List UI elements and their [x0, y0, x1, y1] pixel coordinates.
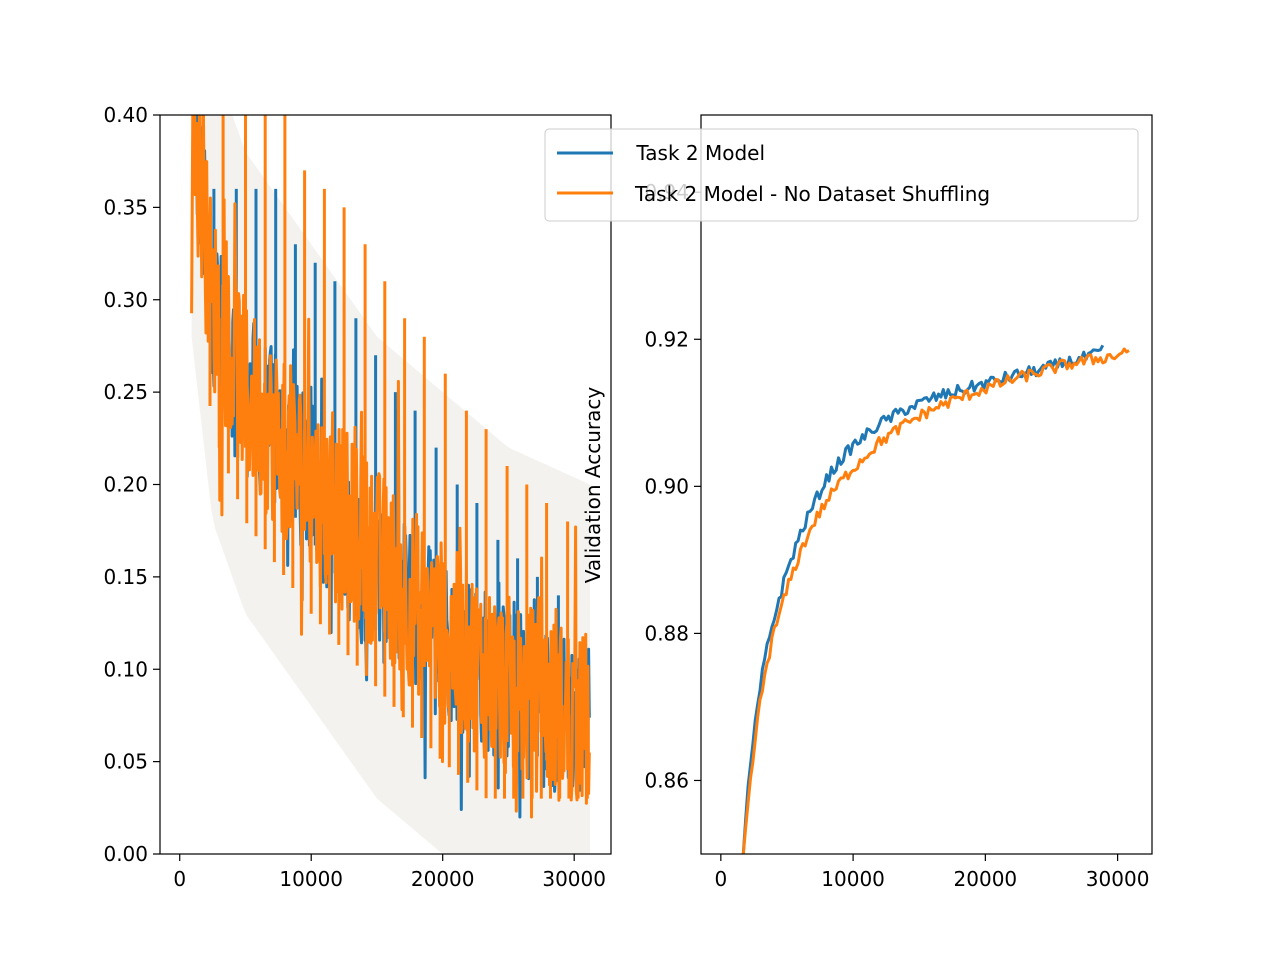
y-tick-label: 0.25	[103, 380, 148, 404]
right-y-axis-label: Validation Accuracy	[581, 387, 605, 584]
val-line-task2	[741, 344, 1105, 854]
series-dips-no-shuffle	[208, 276, 589, 799]
y-tick-label: 0.15	[103, 565, 148, 589]
x-tick-label: 20000	[411, 867, 475, 891]
y-tick-label: 0.05	[103, 750, 148, 774]
x-tick-label: 0	[714, 867, 727, 891]
validation-accuracy-lines	[741, 344, 1130, 854]
right-axes-frame	[700, 114, 1153, 855]
right-x-ticks: 0 10000 20000 30000	[714, 854, 1149, 891]
series-line-no-shuffle	[190, 115, 591, 819]
y-tick-label: 0.88	[644, 621, 689, 645]
y-tick-label: 0.10	[103, 657, 148, 681]
y-tick-label: 0.90	[644, 474, 689, 498]
training-loss-lines	[190, 115, 591, 819]
y-tick-label: 0.00	[103, 842, 148, 866]
y-tick-label: 0.86	[644, 768, 689, 792]
y-tick-label: 0.92	[644, 327, 689, 351]
y-tick-label: 0.35	[103, 195, 148, 219]
x-tick-label: 30000	[1086, 867, 1150, 891]
legend-label-task2: Task 2 Model	[630, 141, 765, 165]
left-x-ticks: 0 10000 20000 30000	[173, 854, 606, 891]
x-tick-label: 20000	[954, 867, 1018, 891]
legend-label-no-shuffle: Task 2 Model - No Dataset Shuffling	[634, 182, 990, 206]
legend-box	[544, 128, 1139, 222]
y-tick-label: 0.40	[103, 103, 148, 127]
x-tick-label: 30000	[542, 867, 606, 891]
y-tick-label: 0.30	[103, 288, 148, 312]
left-y-ticks: 0.00 0.05 0.10 0.15 0.20 0.25 0.30 0.35 0.40	[103, 103, 160, 866]
x-tick-label: 10000	[821, 867, 885, 891]
x-tick-label: 0	[173, 867, 186, 891]
training-loss-panel: 0 10000 20000 30000 0.00 0.05 0.10 0.15 0.20 0.2…	[103, 103, 612, 891]
legend: Task 2 Model Task 2 Model - No Dataset S…	[544, 128, 1139, 222]
val-line-no-shuffle	[741, 347, 1130, 854]
x-tick-label: 10000	[279, 867, 343, 891]
y-tick-label: 0.20	[103, 473, 148, 497]
